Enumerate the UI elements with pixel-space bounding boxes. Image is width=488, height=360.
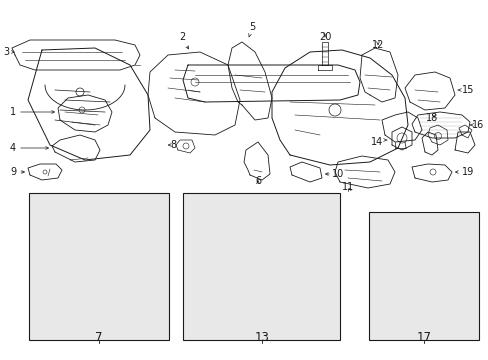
Text: 13: 13 [254, 331, 268, 344]
Text: 7: 7 [95, 331, 102, 344]
Text: 3: 3 [3, 47, 9, 57]
Text: 14: 14 [370, 137, 382, 147]
Text: 4: 4 [10, 143, 16, 153]
Text: 5: 5 [248, 22, 255, 32]
Text: 8: 8 [170, 140, 176, 150]
Bar [368, 212, 478, 340]
Text: 12: 12 [371, 40, 384, 50]
Text: 6: 6 [254, 176, 261, 186]
Bar [29, 193, 168, 340]
Text: 18: 18 [425, 113, 437, 123]
Text: 2: 2 [179, 32, 185, 42]
Text: 10: 10 [331, 169, 344, 179]
Text: 9: 9 [10, 167, 16, 177]
Text: 16: 16 [471, 120, 483, 130]
Text: 20: 20 [318, 32, 330, 42]
Text: 19: 19 [461, 167, 473, 177]
Text: 15: 15 [461, 85, 473, 95]
Bar [183, 193, 339, 340]
Text: 17: 17 [416, 331, 431, 344]
Text: 1: 1 [10, 107, 16, 117]
Text: 11: 11 [341, 182, 353, 192]
